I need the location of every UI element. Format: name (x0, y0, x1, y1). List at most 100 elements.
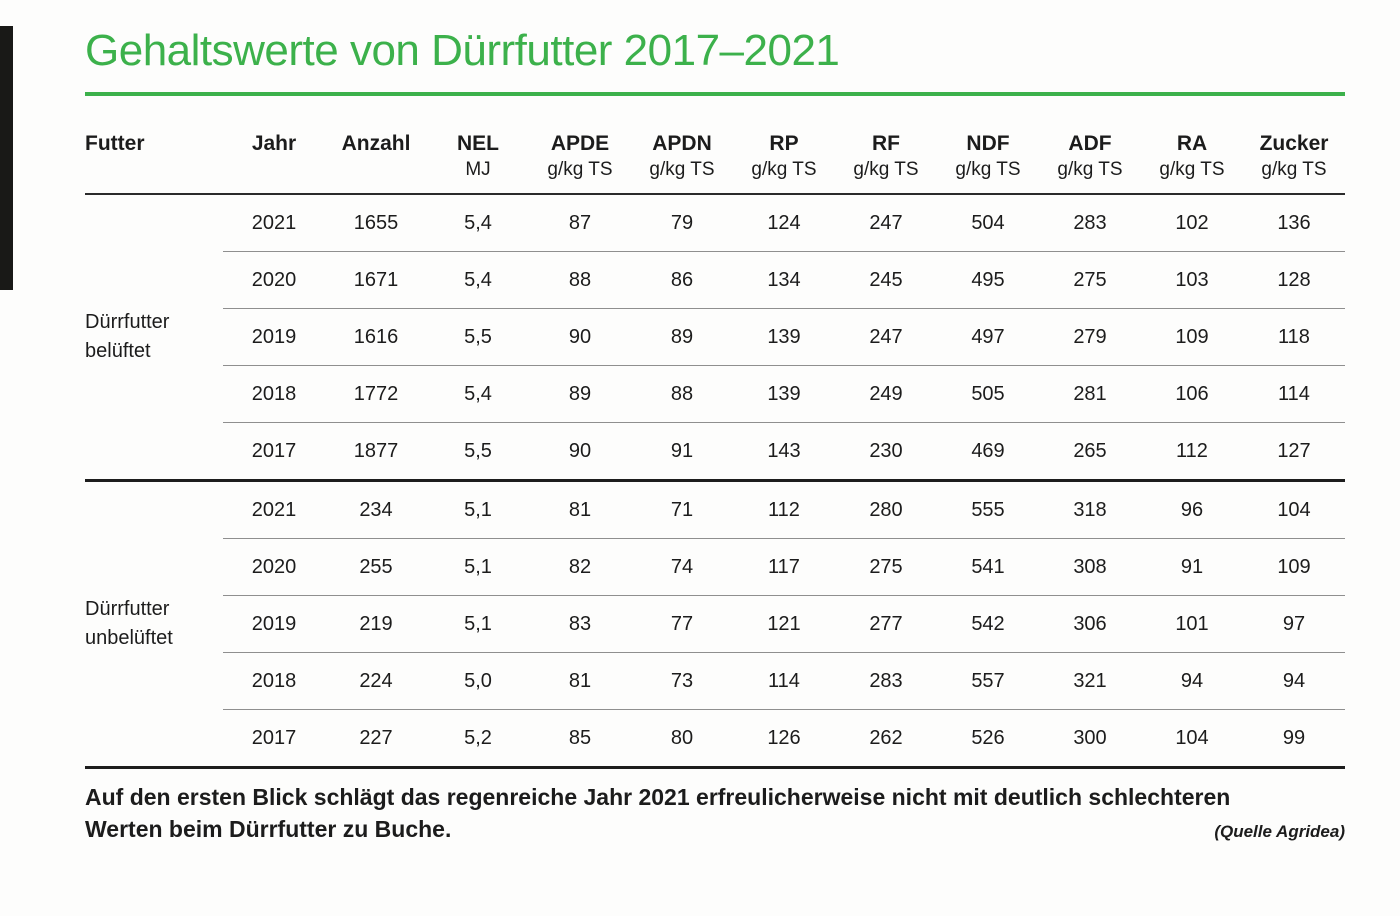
table-row: Dürrfutter unbelüftet 2021 234 5,1 81 71 112 2… (85, 479, 1345, 768)
table-row: 2018 224 5,0 81 73 114 283 557 321 94 94 (85, 652, 1345, 710)
cell-ndf: 526 (937, 709, 1039, 768)
cell-apdn: 71 (631, 479, 733, 539)
cell-adf: 318 (1039, 479, 1141, 539)
col-header-apde: APDE g/kg TS (529, 132, 631, 195)
cell-rp: 143 (733, 422, 835, 481)
cell-ndf: 505 (937, 365, 1039, 423)
figure-caption: Auf den ersten Blick schlägt das regenre… (85, 784, 1231, 843)
cell-anzahl: 1877 (325, 422, 427, 481)
cell-nel: 5,0 (427, 652, 529, 710)
col-unit (223, 159, 325, 185)
cell-apdn: 89 (631, 308, 733, 366)
col-label: APDE (550, 132, 610, 155)
cell-ndf: 495 (937, 251, 1039, 309)
cell-anzahl: 1671 (325, 251, 427, 309)
page-edge-bar (0, 26, 13, 290)
cell-nel: 5,4 (464, 211, 492, 234)
cell-ndf: 469 (937, 422, 1039, 481)
cell-zucker: 136 (1277, 211, 1311, 234)
figure-title: Gehaltswerte von Dürrfutter 2017–2021 (85, 26, 840, 75)
col-header-apdn: APDN g/kg TS (631, 132, 733, 195)
col-label: Zucker (1259, 132, 1329, 155)
cell-apde: 81 (529, 652, 631, 710)
cell-apde: 83 (529, 595, 631, 653)
cell-rp: 126 (733, 709, 835, 768)
cell-rf: 275 (835, 538, 937, 596)
cell-ra: 112 (1141, 422, 1243, 481)
cell-jahr: 2017 (223, 709, 325, 768)
cell-nel: 5,5 (427, 308, 529, 366)
cell-jahr: 2018 (223, 652, 325, 710)
col-header-nel: NEL MJ (427, 132, 529, 195)
cell-apdn: 91 (631, 422, 733, 481)
col-label: ADF (1068, 132, 1112, 155)
cell-rp: 124 (767, 211, 801, 234)
cell-ra: 101 (1141, 595, 1243, 653)
group-label-belueftet: Dürrfutter belüftet (85, 311, 170, 362)
cell-apde: 90 (529, 422, 631, 481)
cell-ndf: 541 (937, 538, 1039, 596)
caption-row: Auf den ersten Blick schlägt das regenre… (85, 781, 1345, 845)
cell-ra: 102 (1175, 211, 1209, 234)
cell-adf: 321 (1039, 652, 1141, 710)
cell-nel: 5,1 (427, 538, 529, 596)
cell-anzahl: 255 (325, 538, 427, 596)
gehaltswerte-table: Futter Jahr Anzahl NEL MJ APDE g/kg TS APD… (85, 132, 1345, 769)
table-row: 2017 1877 5,5 90 91 143 230 469 265 112 127 (85, 422, 1345, 481)
cell-jahr: 2021 (223, 479, 325, 539)
cell-zucker: 104 (1243, 479, 1345, 539)
cell-rp: 134 (733, 251, 835, 309)
cell-apdn: 88 (631, 365, 733, 423)
cell-ndf: 555 (937, 479, 1039, 539)
col-unit: g/kg TS (751, 159, 817, 180)
cell-apdn: 73 (631, 652, 733, 710)
col-unit (325, 159, 427, 185)
cell-zucker: 128 (1243, 251, 1345, 309)
cell-ra: 103 (1141, 251, 1243, 309)
cell-adf: 265 (1039, 422, 1141, 481)
cell-adf: 306 (1039, 595, 1141, 653)
col-unit: MJ (465, 159, 491, 180)
col-unit: g/kg TS (649, 159, 715, 180)
cell-apde: 81 (529, 479, 631, 539)
cell-rf: 245 (835, 251, 937, 309)
col-label: NEL (457, 132, 499, 155)
col-header-rp: RP g/kg TS (733, 132, 835, 195)
cell-apde: 89 (529, 365, 631, 423)
cell-jahr: 2019 (223, 308, 325, 366)
cell-rp: 114 (733, 652, 835, 710)
col-unit (85, 159, 223, 185)
cell-rf: 230 (835, 422, 937, 481)
cell-apde: 90 (529, 308, 631, 366)
cell-nel: 5,1 (427, 595, 529, 653)
cell-nel: 5,1 (427, 479, 529, 539)
cell-zucker: 94 (1243, 652, 1345, 710)
cell-adf: 279 (1039, 308, 1141, 366)
cell-jahr: 2018 (223, 365, 325, 423)
cell-apdn: 77 (631, 595, 733, 653)
col-label: Anzahl (341, 132, 411, 155)
col-unit: g/kg TS (1159, 159, 1225, 180)
cell-ra: 109 (1141, 308, 1243, 366)
cell-adf: 308 (1039, 538, 1141, 596)
cell-adf: 281 (1039, 365, 1141, 423)
col-label: RP (769, 132, 799, 155)
cell-zucker: 118 (1243, 308, 1345, 366)
cell-rf: 247 (869, 211, 903, 234)
cell-jahr: 2017 (223, 422, 325, 481)
cell-apdn: 79 (670, 211, 694, 234)
cell-jahr: 2020 (223, 538, 325, 596)
col-header-ndf: NDF g/kg TS (937, 132, 1039, 195)
cell-rp: 117 (733, 538, 835, 596)
cell-ndf: 504 (971, 211, 1005, 234)
cell-rf: 249 (835, 365, 937, 423)
col-header-anzahl: Anzahl (325, 132, 427, 195)
cell-rp: 139 (733, 365, 835, 423)
col-label: NDF (966, 132, 1010, 155)
table-row: 2020 255 5,1 82 74 117 275 541 308 91 109 (85, 538, 1345, 596)
cell-jahr: 2020 (223, 251, 325, 309)
cell-ra: 104 (1141, 709, 1243, 768)
cell-ndf: 557 (937, 652, 1039, 710)
source-credit: (Quelle Agridea) (1214, 822, 1345, 842)
cell-apde: 82 (529, 538, 631, 596)
